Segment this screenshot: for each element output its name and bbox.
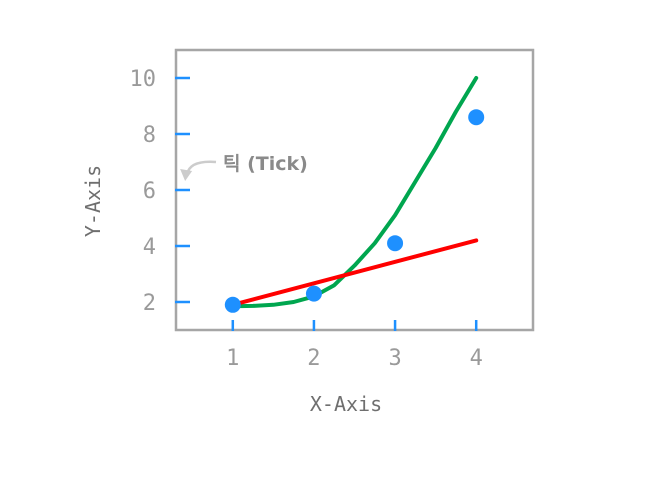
plot-frame bbox=[174, 48, 535, 332]
series-line-2 bbox=[230, 238, 479, 307]
y-tick-label-10: 10 bbox=[130, 67, 157, 92]
y-tick-label-6: 6 bbox=[143, 179, 156, 204]
scatter-point-2 bbox=[305, 285, 322, 302]
y-ticks: 2 4 6 8 10 bbox=[130, 67, 190, 316]
scatter-point-4 bbox=[468, 109, 485, 126]
series-layer bbox=[224, 76, 485, 313]
y-tick-label-8: 8 bbox=[143, 123, 156, 148]
y-axis-label: Y-Axis bbox=[81, 165, 105, 237]
x-tick-label-4: 4 bbox=[470, 346, 483, 371]
tick-annotation: 틱 (Tick) bbox=[180, 153, 308, 181]
series-line-1 bbox=[230, 76, 479, 309]
x-ticks: 1 2 3 4 bbox=[226, 320, 483, 371]
x-tick-label-3: 3 bbox=[388, 346, 401, 371]
x-tick-label-1: 1 bbox=[226, 346, 239, 371]
y-tick-label-4: 4 bbox=[143, 235, 156, 260]
y-tick-label-2: 2 bbox=[143, 291, 156, 316]
annotation-text: 틱 (Tick) bbox=[223, 153, 308, 175]
scatter-point-1 bbox=[224, 296, 241, 313]
x-tick-label-2: 2 bbox=[307, 346, 320, 371]
x-axis-label: X-Axis bbox=[310, 392, 382, 416]
scatter-point-3 bbox=[387, 235, 404, 252]
annotation-arrow-head bbox=[180, 169, 193, 181]
annotation-arrow bbox=[185, 160, 217, 175]
